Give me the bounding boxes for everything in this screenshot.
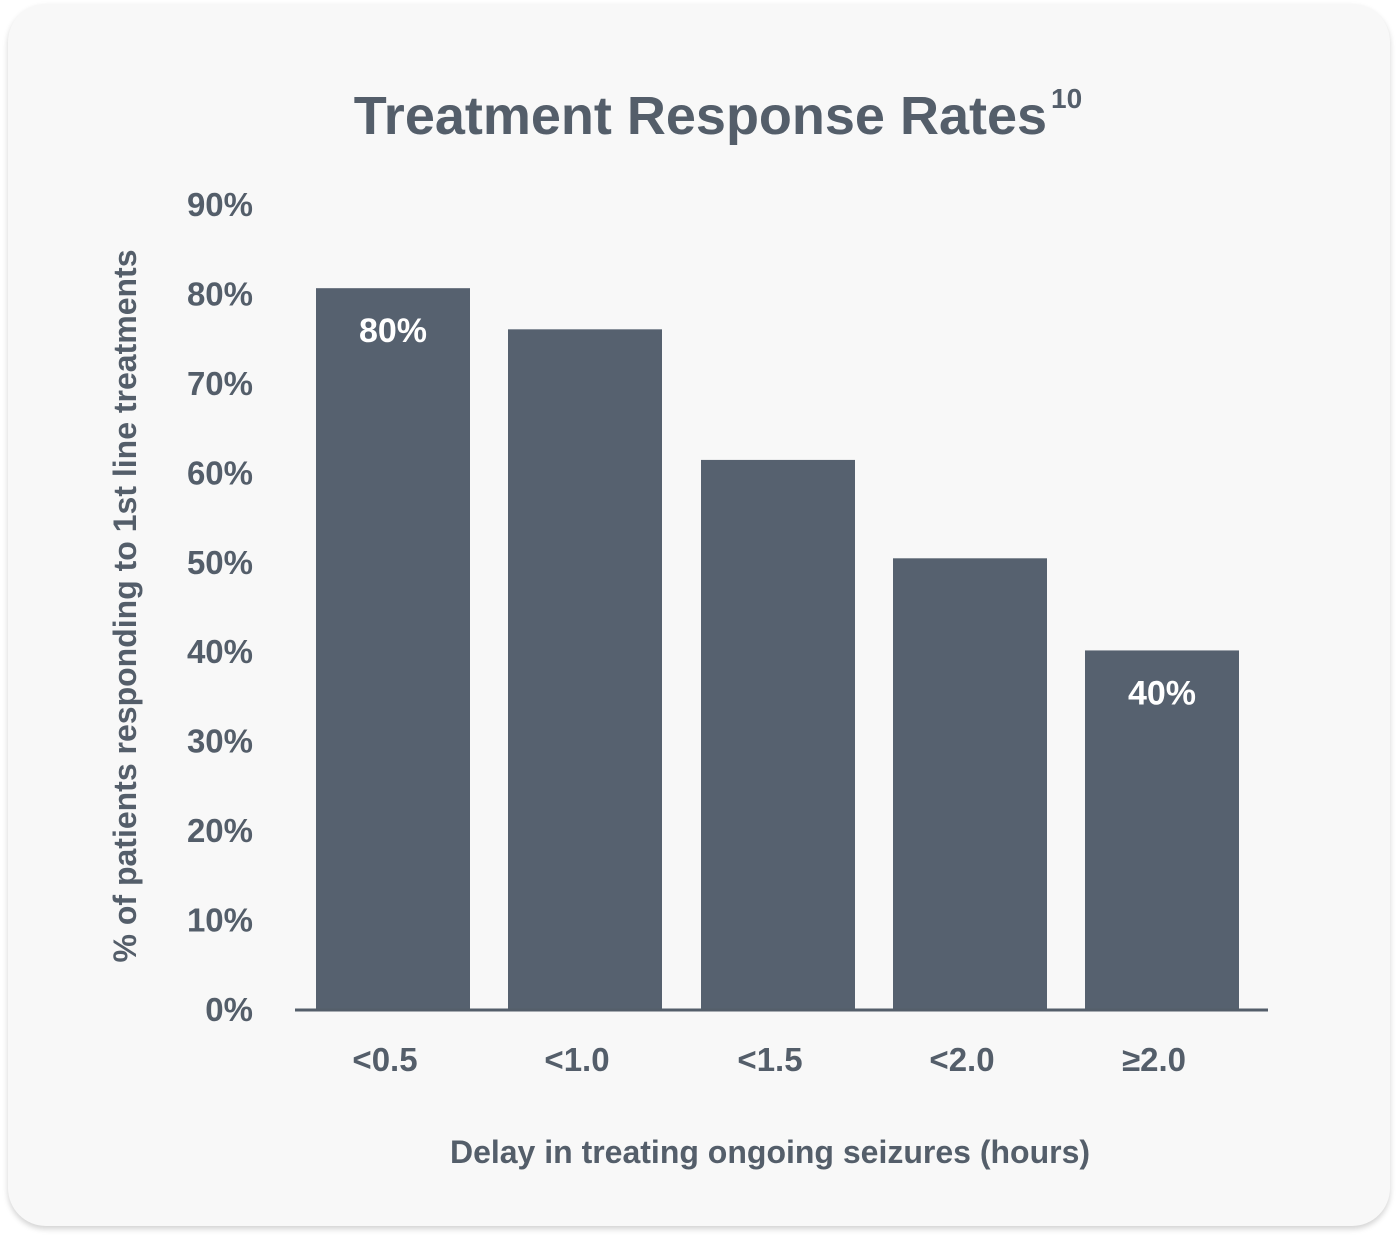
x-tick-label: <2.0 — [929, 1041, 994, 1078]
bar — [508, 329, 662, 1011]
y-tick-label: 30% — [187, 723, 253, 760]
x-tick-label: <1.5 — [737, 1041, 802, 1078]
bar — [893, 558, 1047, 1010]
y-tick-label: 90% — [187, 186, 253, 223]
y-tick-label: 10% — [187, 902, 253, 939]
bar-data-label: 80% — [359, 312, 427, 350]
bar — [701, 459, 855, 1011]
x-axis-label: Delay in treating ongoing seizures (hour… — [450, 1134, 1090, 1170]
bar-data-label: 40% — [1128, 674, 1196, 712]
y-tick-label: 40% — [187, 633, 253, 670]
x-tick-label: ≥2.0 — [1122, 1041, 1186, 1078]
chart-card — [8, 4, 1390, 1226]
y-tick-label: 0% — [205, 991, 253, 1028]
y-axis-ticks: 0% 10% 20% 30% 40% 50% 60% 70% 80% 90% — [187, 186, 253, 1028]
y-axis-label: % of patients responding to 1st line tre… — [107, 250, 143, 963]
y-tick-label: 70% — [187, 365, 253, 402]
x-tick-label: <1.0 — [544, 1041, 609, 1078]
bars: 80% 40% — [316, 288, 1239, 1011]
y-tick-label: 80% — [187, 275, 253, 312]
x-tick-label: <0.5 — [352, 1041, 417, 1078]
bar — [1085, 650, 1239, 1010]
bar — [316, 288, 470, 1010]
y-tick-label: 60% — [187, 454, 253, 491]
y-tick-label: 20% — [187, 812, 253, 849]
chart-title: Treatment Response Rates 10 — [354, 83, 1082, 146]
x-axis-ticks: <0.5 <1.0 <1.5 <2.0 ≥2.0 — [352, 1041, 1186, 1078]
y-tick-label: 50% — [187, 544, 253, 581]
